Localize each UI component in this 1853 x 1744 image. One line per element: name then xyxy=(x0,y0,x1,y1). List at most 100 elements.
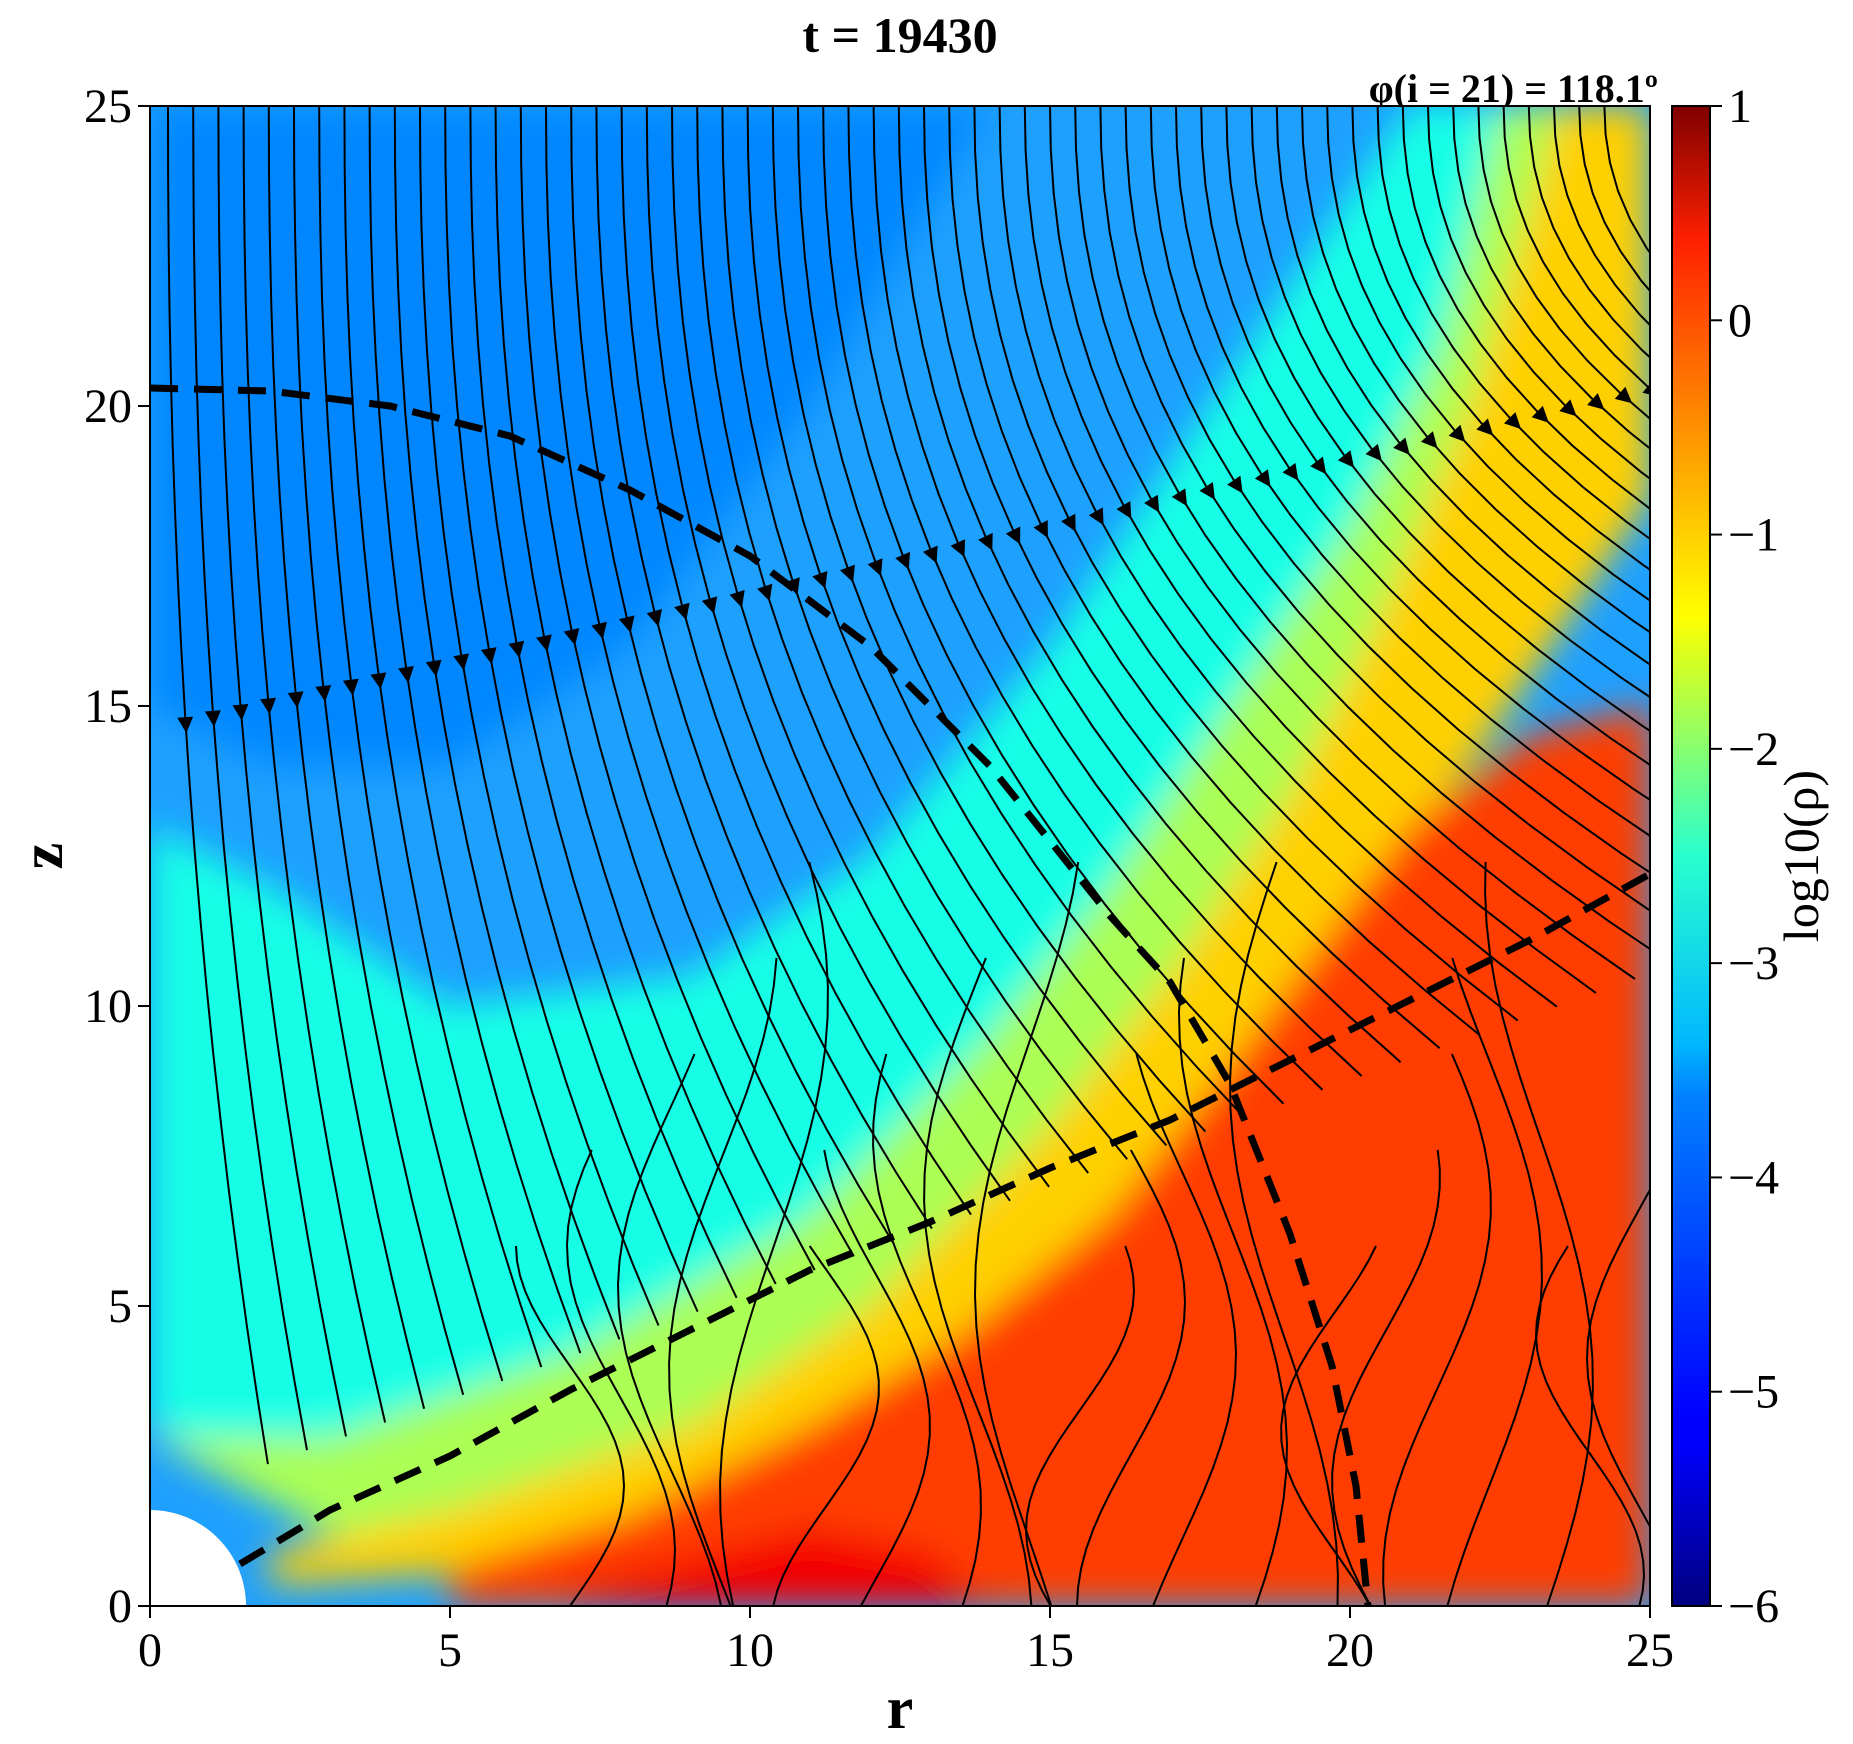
colorbar-tick-label: −6 xyxy=(1728,1580,1779,1633)
colorbar-tick-label: 0 xyxy=(1728,294,1752,347)
y-tick-label: 5 xyxy=(108,1280,132,1333)
dashed-curve-outer-sphere xyxy=(150,384,1372,1606)
streamline xyxy=(1074,106,1650,951)
y-tick-label: 20 xyxy=(84,380,132,433)
streamline-arrow xyxy=(260,697,276,715)
streamline xyxy=(1229,861,1339,1606)
streamline xyxy=(1301,106,1650,634)
x-tick-label: 25 xyxy=(1626,1624,1674,1677)
streamline xyxy=(519,106,816,1271)
streamline-arrow xyxy=(536,634,552,652)
streamline xyxy=(1452,106,1650,450)
streamline xyxy=(872,1053,982,1606)
streamline xyxy=(1099,106,1650,912)
x-tick-label: 5 xyxy=(438,1624,462,1677)
streamline-arrow xyxy=(1726,361,1744,377)
streamline xyxy=(1477,106,1650,420)
streamline-arrow xyxy=(978,532,993,551)
streamline xyxy=(719,861,829,1606)
streamline xyxy=(545,106,855,1257)
colorbar xyxy=(1671,105,1711,1607)
streamline-arrow xyxy=(1448,424,1466,442)
streamline xyxy=(167,106,269,1465)
density-region-disk-surface xyxy=(270,106,1650,1585)
y-tick-label: 15 xyxy=(84,680,132,733)
colorbar-ticks: 1 0 −1 −2 −3 −4 −5 −6 xyxy=(1710,80,1779,1633)
streamline xyxy=(192,106,308,1451)
streamline xyxy=(267,106,426,1409)
streamline xyxy=(823,1149,931,1606)
colorbar-tick-label: 1 xyxy=(1728,80,1752,133)
y-tick-label: 25 xyxy=(84,80,132,133)
streamline xyxy=(897,106,1402,1063)
streamline xyxy=(1502,106,1650,390)
x-axis: 0 5 10 15 20 25 xyxy=(138,1606,1674,1677)
streamline xyxy=(998,106,1558,1008)
streamline-arrow xyxy=(563,628,580,646)
streamline xyxy=(565,1149,677,1606)
streamline-arrow xyxy=(398,666,414,684)
streamline xyxy=(721,106,1128,1160)
streamline-arrow xyxy=(701,596,718,614)
y-axis-label: z xyxy=(9,843,75,870)
streamline xyxy=(1376,106,1650,541)
density-region-disk-midplane xyxy=(570,1528,990,1606)
streamline xyxy=(645,106,1011,1202)
streamline-arrow xyxy=(204,710,221,727)
streamline xyxy=(1534,1245,1646,1606)
chart-annotation: φ(i = 21) = 118.1º xyxy=(1369,66,1658,111)
streamline-arrow xyxy=(1587,393,1605,410)
streamline xyxy=(494,106,777,1285)
streamline-arrow xyxy=(1642,383,1650,395)
streamline xyxy=(746,106,1168,1146)
streamline xyxy=(1326,106,1650,602)
streamline-arrow xyxy=(591,621,607,640)
streamline xyxy=(1427,106,1650,480)
x-tick-label: 0 xyxy=(138,1624,162,1677)
streamline xyxy=(318,106,504,1382)
streamline xyxy=(671,106,1050,1188)
streamline xyxy=(620,106,972,1216)
streamline-arrow xyxy=(425,659,442,677)
streamline xyxy=(570,106,894,1243)
streamline xyxy=(293,106,465,1396)
streamline-arrow xyxy=(1227,475,1243,494)
streamline xyxy=(847,106,1324,1091)
streamline xyxy=(872,106,1363,1077)
streamline xyxy=(515,1245,626,1606)
streamline-arrow xyxy=(1310,456,1327,475)
plot-area xyxy=(150,106,1771,1606)
streamline xyxy=(1280,1245,1377,1606)
streamline-arrow xyxy=(342,678,359,696)
streamline-arrow xyxy=(1116,501,1132,519)
streamline xyxy=(772,1245,880,1606)
streamline xyxy=(419,106,660,1326)
colorbar-tick-label: −1 xyxy=(1728,509,1779,562)
streamline xyxy=(1135,1053,1238,1606)
streamline xyxy=(1382,1053,1492,1606)
streamline xyxy=(771,106,1207,1133)
streamline xyxy=(668,957,778,1606)
streamline-arrow xyxy=(287,691,304,709)
streamline xyxy=(1225,106,1650,733)
streamline-arrow xyxy=(1420,431,1438,449)
streamline-arrow xyxy=(1061,513,1076,532)
y-tick-label: 0 xyxy=(108,1580,132,1633)
streamline xyxy=(1446,957,1543,1606)
streamline-arrow xyxy=(1144,494,1160,513)
streamline-arrow xyxy=(1282,462,1299,481)
colorbar-tick-label: −2 xyxy=(1728,723,1779,776)
streamline xyxy=(822,106,1285,1105)
streamline xyxy=(923,106,1441,1050)
streamline-arrow xyxy=(508,640,525,658)
streamline xyxy=(1401,106,1650,511)
streamline-arrow xyxy=(757,583,773,602)
streamline-arrow xyxy=(1365,443,1382,462)
streamline-arrow xyxy=(315,685,332,702)
streamline xyxy=(1351,106,1650,571)
streamline xyxy=(1049,106,1636,980)
streamline-arrow xyxy=(1753,355,1771,371)
streamline xyxy=(923,957,1033,1606)
streamline xyxy=(444,106,699,1313)
